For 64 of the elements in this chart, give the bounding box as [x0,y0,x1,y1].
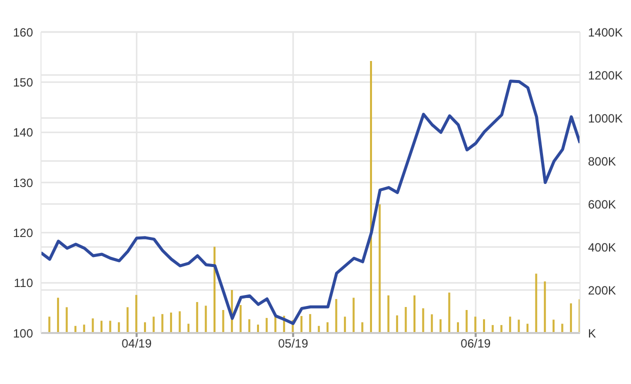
bar [474,316,476,333]
x-tick-label: 06/19 [460,336,492,351]
bar [57,298,60,333]
bar [152,316,155,333]
x-tick-label: 05/19 [278,336,308,351]
bar [83,324,86,333]
bar [48,316,50,333]
bar [266,318,268,333]
bar [422,308,424,333]
bar [448,292,450,333]
bar [430,314,433,333]
y-tick-label: 130 [12,176,34,190]
y-tick-label: 140 [12,126,34,140]
y-tick-label: 150 [12,75,34,90]
y2-tick-label: 1000K [588,111,623,126]
bar [483,319,486,333]
bar [335,299,338,333]
y2-tick-label: 800K [588,154,616,168]
bar [135,294,138,333]
y2-tick-label: 1400K [588,25,623,40]
bar [92,318,94,333]
bar [370,61,372,333]
bar [178,311,181,333]
y2-tick-label: 600K [588,197,616,212]
bar [248,319,250,333]
bar [387,295,390,333]
y-tick-label: 120 [12,226,34,240]
bar [214,246,216,333]
y-tick-label: 160 [12,25,34,40]
bar [544,281,546,333]
bar [518,320,520,333]
bar [570,303,572,333]
bar [161,314,164,333]
bar [170,312,172,333]
bar [126,307,129,333]
bar [240,305,242,333]
bar [396,315,398,333]
bar [535,274,538,333]
y-tick-label: 100 [12,326,34,340]
bar [509,316,512,333]
y-tick-label: 110 [14,276,34,290]
y2-tick-label: K [588,326,596,340]
bar [196,302,198,333]
x-tick-label: 04/19 [122,336,152,351]
bar [352,298,355,333]
bar [109,320,112,333]
bar [378,204,381,333]
y2-tick-label: 200K [588,283,616,298]
bar [309,314,312,333]
bar [404,306,407,333]
bar [344,316,346,333]
y2-tick-label: 400K [588,240,616,254]
bar [552,320,555,333]
y2-tick-label: 1200K [588,68,623,82]
bar [204,306,207,333]
bar [100,320,103,333]
bar [300,316,302,333]
line-series [41,80,580,325]
bar [466,310,468,333]
bar [440,319,442,333]
bar [256,324,259,333]
bar [66,307,68,333]
bar [222,310,224,333]
bar [413,295,416,333]
